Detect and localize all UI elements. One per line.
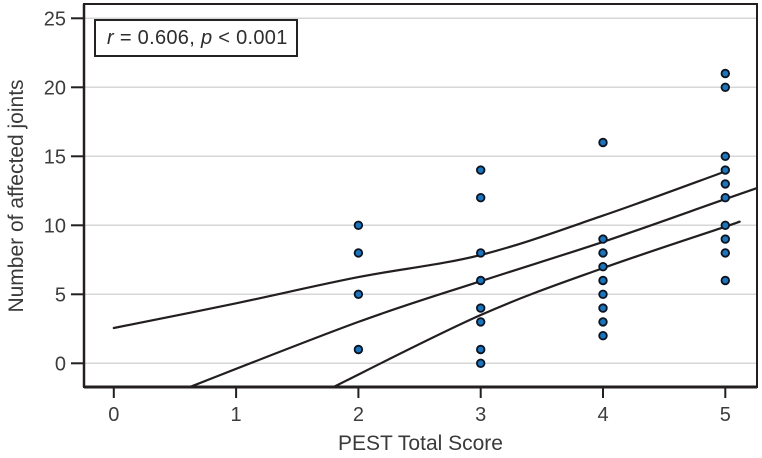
y-tick-label: 20 xyxy=(44,77,66,99)
x-tick-label: 2 xyxy=(353,404,364,426)
x-tick-label: 0 xyxy=(108,404,119,426)
data-point xyxy=(476,344,486,355)
data-point xyxy=(476,248,486,258)
ci-upper-line xyxy=(112,170,727,330)
plot-border xyxy=(83,3,758,388)
data-point xyxy=(720,248,730,258)
data-point xyxy=(598,331,608,341)
x-tick-label: 1 xyxy=(231,404,242,426)
y-tick-label: 10 xyxy=(44,215,66,237)
scatter-points xyxy=(353,68,730,368)
y-tick-label: 15 xyxy=(44,146,66,168)
annotation-p-value: < 0.001 xyxy=(212,26,288,49)
data-point xyxy=(598,137,608,148)
regression-line xyxy=(186,187,756,387)
data-point xyxy=(720,68,730,79)
annotation-p-symbol: p xyxy=(200,26,213,49)
data-point xyxy=(476,192,486,203)
data-point xyxy=(720,220,730,230)
y-tick-label: 5 xyxy=(55,284,66,306)
axis-ticks xyxy=(71,17,727,398)
tick-labels: 0 5 10 15 20 25 0 1 2 3 4 5 xyxy=(44,8,731,426)
correlation-annotation-box: r = 0.606, p < 0.001 xyxy=(94,19,298,57)
data-point xyxy=(720,82,730,92)
data-point xyxy=(353,248,364,258)
gridlines xyxy=(84,17,757,365)
data-point xyxy=(598,234,608,244)
data-point xyxy=(476,303,486,313)
data-point xyxy=(598,275,608,286)
data-point xyxy=(476,275,486,286)
data-point xyxy=(720,192,730,203)
y-tick-label: 0 xyxy=(55,353,66,375)
data-point xyxy=(476,165,486,175)
data-point xyxy=(353,344,364,355)
axis-lines xyxy=(82,4,757,389)
data-point xyxy=(720,151,730,161)
x-tick-label: 5 xyxy=(720,404,731,426)
data-point xyxy=(598,303,608,313)
data-point xyxy=(476,358,486,368)
data-point xyxy=(720,165,730,175)
regression-curves xyxy=(112,170,756,387)
x-axis-title: PEST Total Score xyxy=(338,432,503,455)
y-axis-title: Number of affected joints xyxy=(5,79,28,313)
y-tick-label: 25 xyxy=(44,8,66,30)
data-point xyxy=(720,234,730,244)
annotation-r-value: = 0.606, xyxy=(113,26,201,49)
data-point xyxy=(598,317,608,327)
annotation-r-symbol: r xyxy=(107,26,114,49)
data-point xyxy=(720,179,730,189)
x-tick-label: 3 xyxy=(475,404,486,426)
data-point xyxy=(476,317,486,327)
data-point xyxy=(353,289,364,299)
data-point xyxy=(353,220,364,230)
x-tick-label: 4 xyxy=(597,404,608,426)
data-point xyxy=(598,289,608,299)
data-point xyxy=(720,275,730,286)
data-point xyxy=(598,248,608,258)
data-point xyxy=(598,262,608,272)
